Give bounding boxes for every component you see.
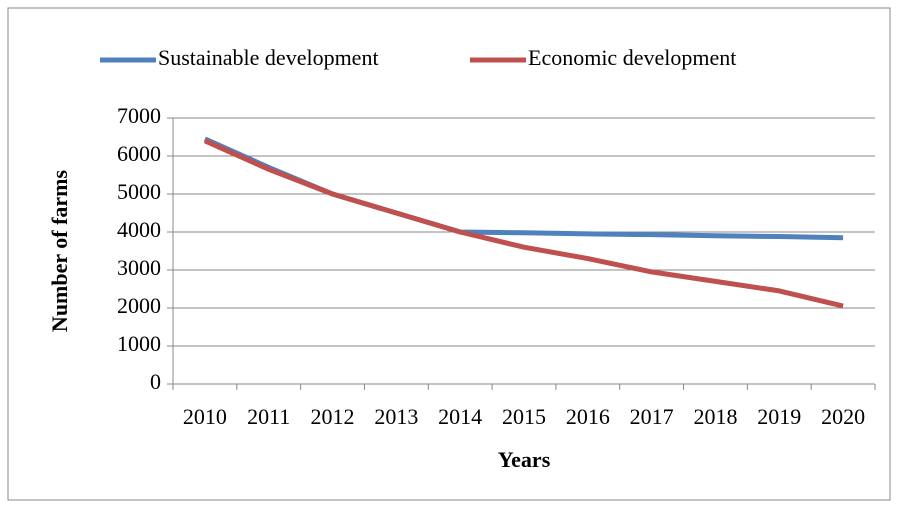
x-tick-label: 2018 — [693, 404, 737, 429]
x-tick-label: 2011 — [247, 404, 290, 429]
x-tick-label: 2013 — [374, 404, 418, 429]
x-tick-label: 2012 — [311, 404, 355, 429]
legend-label: Economic development — [528, 45, 736, 70]
data-line — [203, 138, 844, 309]
y-axis-title: Number of farms — [47, 170, 72, 333]
legend-label: Sustainable development — [158, 45, 379, 70]
x-tick-label: 2016 — [566, 404, 610, 429]
y-tick-label: 6000 — [117, 141, 161, 166]
y-tick-label: 3000 — [117, 255, 161, 280]
x-tick-label: 2015 — [502, 404, 546, 429]
y-tick-label: 7000 — [117, 103, 161, 128]
x-tick-label: 2010 — [183, 404, 227, 429]
x-tick-label: 2017 — [630, 404, 674, 429]
chart-border — [7, 7, 891, 501]
x-tick-label: 2020 — [821, 404, 865, 429]
x-tick-label: 2014 — [438, 404, 482, 429]
y-tick-label: 0 — [150, 369, 161, 394]
y-tick-label: 2000 — [117, 293, 161, 318]
y-tick-label: 1000 — [117, 331, 161, 356]
x-axis-title: Years — [498, 447, 551, 472]
x-tick-label: 2019 — [757, 404, 801, 429]
y-tick-label: 5000 — [117, 179, 161, 204]
y-tick-label: 4000 — [117, 217, 161, 242]
